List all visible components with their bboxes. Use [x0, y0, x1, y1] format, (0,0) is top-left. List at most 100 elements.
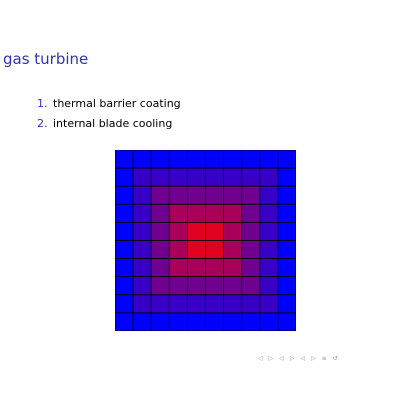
list-item-number: 1. — [37, 97, 48, 110]
beamer-navigation-bar: ◁ ▷ ◁ ▷ ◁ ▷ ≡ ↺ — [258, 355, 338, 362]
nav-next-section-icon[interactable]: ▷ — [311, 355, 316, 362]
grid-cell — [277, 203, 296, 223]
grid-cell — [187, 167, 206, 187]
grid-cell — [115, 150, 134, 169]
grid-cell — [168, 276, 188, 296]
nav-prev-section-icon[interactable]: ◁ — [300, 355, 306, 362]
grid-cell — [223, 185, 243, 205]
grid-cell — [277, 276, 296, 296]
grid-cell — [241, 276, 261, 296]
grid-cell — [115, 294, 134, 314]
nav-align-icon[interactable]: ≡ — [321, 355, 327, 362]
grid-cell — [150, 258, 170, 278]
slide-title: gas turbine — [3, 50, 89, 68]
grid-cell — [223, 312, 243, 331]
grid-cell — [187, 312, 206, 331]
grid-cell — [259, 276, 279, 296]
grid-cell — [168, 312, 188, 331]
grid-cell — [168, 222, 188, 241]
grid-cell — [115, 222, 134, 241]
grid-cell — [150, 150, 170, 169]
grid-cell — [277, 150, 296, 169]
grid-cell — [187, 150, 206, 169]
grid-cell — [168, 240, 188, 260]
grid-cell — [205, 167, 225, 187]
grid-cell — [150, 294, 170, 314]
grid-cell — [187, 276, 206, 296]
grid-cell — [132, 312, 152, 331]
grid-cell — [187, 240, 206, 260]
grid-cell — [223, 150, 243, 169]
grid-cell — [115, 276, 134, 296]
grid-cell — [115, 167, 134, 187]
grid-cell — [150, 240, 170, 260]
grid-cell — [132, 150, 152, 169]
grid-cell — [277, 222, 296, 241]
grid-cell — [132, 240, 152, 260]
grid-cell — [277, 312, 296, 331]
list-item: 1. thermal barrier coating — [37, 96, 181, 116]
grid-cell — [205, 294, 225, 314]
grid-cell — [277, 240, 296, 260]
grid-cell — [132, 203, 152, 223]
grid-cell — [168, 203, 188, 223]
grid-cell — [132, 222, 152, 241]
grid-cell — [259, 240, 279, 260]
grid-cell — [132, 294, 152, 314]
grid-cell — [241, 312, 261, 331]
grid-cell — [205, 240, 225, 260]
grid-cell — [168, 258, 188, 278]
grid-cell — [168, 294, 188, 314]
grid-cell — [187, 294, 206, 314]
grid-cell — [241, 222, 261, 241]
grid-cell — [115, 258, 134, 278]
grid-cell — [115, 312, 134, 331]
grid-cell — [259, 258, 279, 278]
nav-next-frame-icon[interactable]: ▷ — [268, 355, 274, 362]
grid-cell — [223, 203, 243, 223]
list-item-text: internal blade cooling — [53, 117, 173, 130]
list-item-text: thermal barrier coating — [53, 97, 181, 110]
grid-cell — [223, 258, 243, 278]
grid-cell — [150, 167, 170, 187]
grid-cell — [150, 222, 170, 241]
grid-cell — [259, 150, 279, 169]
grid-cell — [241, 167, 261, 187]
grid-cell — [241, 203, 261, 223]
grid-cell — [223, 294, 243, 314]
grid-cell — [241, 258, 261, 278]
grid-cell — [168, 167, 188, 187]
grid-cell — [187, 258, 206, 278]
grid-cell — [205, 312, 225, 331]
grid-cell — [205, 222, 225, 241]
temperature-grid-svg — [115, 150, 296, 331]
nav-search-icon[interactable]: ↺ — [332, 355, 338, 362]
grid-cell — [115, 203, 134, 223]
temperature-grid — [115, 150, 296, 331]
grid-cell — [259, 167, 279, 187]
grid-cell — [115, 240, 134, 260]
grid-cell — [259, 222, 279, 241]
enumerated-list: 1. thermal barrier coating 2. internal bla… — [37, 96, 181, 136]
grid-cell — [223, 167, 243, 187]
grid-cell — [241, 240, 261, 260]
grid-cell — [205, 258, 225, 278]
grid-cell — [205, 150, 225, 169]
grid-cell — [223, 240, 243, 260]
grid-cell — [277, 167, 296, 187]
nav-prev-subsection-icon[interactable]: ◁ — [279, 355, 284, 362]
nav-next-subsection-icon[interactable]: ▷ — [289, 355, 295, 362]
grid-cell — [241, 150, 261, 169]
grid-cell — [259, 185, 279, 205]
grid-cell — [132, 258, 152, 278]
list-item: 2. internal blade cooling — [37, 116, 181, 136]
grid-cell — [277, 185, 296, 205]
grid-cell — [150, 203, 170, 223]
grid-cell — [277, 258, 296, 278]
nav-prev-frame-icon[interactable]: ◁ — [258, 355, 263, 362]
grid-cell — [241, 185, 261, 205]
grid-cell — [132, 167, 152, 187]
grid-cell — [277, 294, 296, 314]
grid-cell — [241, 294, 261, 314]
grid-cell — [168, 185, 188, 205]
